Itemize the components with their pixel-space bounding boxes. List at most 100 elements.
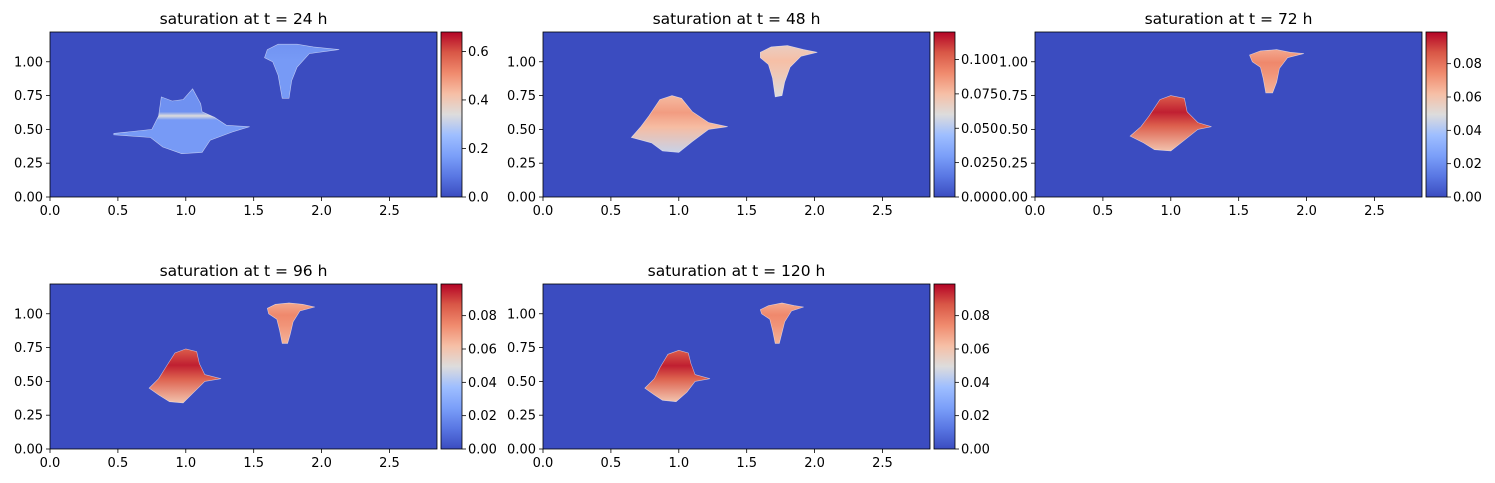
colorbar-tick-label: 0.02 <box>468 409 497 424</box>
y-tick-label: 0.25 <box>999 157 1028 172</box>
subplot-title: saturation at t = 24 h <box>160 10 328 28</box>
x-tick-label: 2.5 <box>872 456 893 471</box>
axes-frame <box>49 31 438 198</box>
y-tick-label: 0.00 <box>14 443 43 458</box>
y-tick-label: 0.00 <box>14 191 43 206</box>
y-tick-label: 1.00 <box>14 307 43 322</box>
x-tick-label: 2.5 <box>379 456 400 471</box>
x-tick-label: 1.5 <box>736 456 757 471</box>
colorbar-tick-label: 0.100 <box>961 53 998 68</box>
subplot-title: saturation at t = 72 h <box>1145 10 1313 28</box>
axes-frame <box>1034 31 1423 198</box>
heatmap-background <box>1035 32 1422 197</box>
y-tick-label: 0.25 <box>14 409 43 424</box>
y-tick-label: 0.75 <box>507 89 536 104</box>
x-tick-label: 2.5 <box>872 204 893 219</box>
saturation-plume <box>644 349 711 403</box>
subplot-1: saturation at t = 24 h 0.0 0.5 1.0 1.5 2.0 2.5… <box>14 10 489 219</box>
saturation-plume <box>148 348 222 404</box>
colorbar-tick-label: 0.08 <box>961 309 990 324</box>
heatmap-background <box>543 284 930 449</box>
x-tick-label: 0.0 <box>40 456 61 471</box>
y-tick-label: 0.75 <box>14 341 43 356</box>
colorbar-tick-label: 0.050 <box>961 122 998 137</box>
y-tick-label: 0.75 <box>507 341 536 356</box>
x-tick-label: 1.0 <box>175 204 196 219</box>
x-tick-label: 0.5 <box>108 456 129 471</box>
x-tick-label: 2.0 <box>804 204 825 219</box>
y-tick-label: 0.50 <box>999 123 1028 138</box>
x-tick-label: 0.5 <box>108 204 129 219</box>
colorbar-tick-label: 0.02 <box>1453 157 1482 172</box>
heatmap-background <box>50 284 437 449</box>
colorbar-tick-label: 0.04 <box>961 376 990 391</box>
y-tick-label: 0.00 <box>999 191 1028 206</box>
x-tick-label: 2.5 <box>379 204 400 219</box>
y-tick-label: 0.75 <box>999 89 1028 104</box>
x-tick-label: 0.0 <box>40 204 61 219</box>
colorbar-tick-label: 0.06 <box>961 343 990 358</box>
colorbar <box>440 283 463 450</box>
colorbar-tick-label: 0.4 <box>468 93 489 108</box>
colorbar <box>933 31 956 198</box>
x-tick-label: 1.0 <box>1160 204 1181 219</box>
subplot-title: saturation at t = 48 h <box>653 10 821 28</box>
saturation-plume <box>113 88 250 155</box>
x-tick-label: 1.5 <box>1228 204 1249 219</box>
axes-frame <box>542 283 931 450</box>
colorbar-tick-label: 0.06 <box>468 343 497 358</box>
y-tick-label: 0.25 <box>14 157 43 172</box>
colorbar <box>1425 31 1448 198</box>
x-tick-label: 1.0 <box>175 456 196 471</box>
subplot-3: saturation at t = 72 h 0.0 0.5 1.0 1.5 2.0 2.5… <box>999 10 1482 219</box>
saturation-plume <box>630 95 728 153</box>
saturation-plume <box>1249 49 1304 94</box>
x-tick-label: 0.5 <box>1093 204 1114 219</box>
subplot-title: saturation at t = 96 h <box>160 262 328 280</box>
axes-frame <box>542 31 931 198</box>
axes-frame <box>49 283 438 450</box>
saturation-plume <box>759 302 804 344</box>
colorbar-tick-label: 0.08 <box>1453 57 1482 72</box>
y-tick-label: 0.50 <box>14 375 43 390</box>
x-tick-label: 0.0 <box>533 456 554 471</box>
x-tick-label: 1.5 <box>243 204 264 219</box>
colorbar <box>933 283 956 450</box>
x-tick-label: 0.0 <box>533 204 554 219</box>
saturation-plume <box>1129 95 1212 152</box>
y-tick-label: 1.00 <box>14 55 43 70</box>
x-tick-label: 2.5 <box>1364 204 1385 219</box>
y-tick-label: 1.00 <box>507 307 536 322</box>
x-tick-label: 2.0 <box>1296 204 1317 219</box>
x-tick-label: 0.5 <box>601 456 622 471</box>
colorbar-tick-label: 0.00 <box>961 443 990 458</box>
y-tick-label: 0.25 <box>507 157 536 172</box>
y-tick-label: 0.00 <box>507 443 536 458</box>
colorbar-tick-label: 0.06 <box>1453 91 1482 106</box>
x-tick-label: 1.0 <box>668 204 689 219</box>
y-tick-label: 1.00 <box>507 55 536 70</box>
saturation-plume <box>759 45 818 98</box>
y-tick-label: 0.50 <box>507 123 536 138</box>
colorbar-tick-label: 0.08 <box>468 309 497 324</box>
colorbar-tick-label: 0.00 <box>1453 191 1482 206</box>
subplot-5: saturation at t = 120 h 0.0 0.5 1.0 1.5 2.0 2.… <box>507 262 990 471</box>
colorbar-tick-label: 0.00 <box>468 443 497 458</box>
y-tick-label: 0.25 <box>507 409 536 424</box>
heatmap-background <box>543 32 930 197</box>
x-tick-label: 0.0 <box>1025 204 1046 219</box>
colorbar-tick-label: 0.04 <box>468 376 497 391</box>
y-tick-label: 0.50 <box>507 375 536 390</box>
x-tick-label: 1.0 <box>668 456 689 471</box>
y-tick-label: 1.00 <box>999 55 1028 70</box>
heatmap-background <box>50 32 437 197</box>
colorbar-tick-label: 0.075 <box>961 87 998 102</box>
colorbar-tick-label: 0.000 <box>961 191 998 206</box>
x-tick-label: 0.5 <box>601 204 622 219</box>
y-tick-label: 0.75 <box>14 89 43 104</box>
colorbar-tick-label: 0.2 <box>468 142 489 157</box>
y-tick-label: 0.50 <box>14 123 43 138</box>
saturation-plume <box>264 43 340 99</box>
x-tick-label: 2.0 <box>311 204 332 219</box>
